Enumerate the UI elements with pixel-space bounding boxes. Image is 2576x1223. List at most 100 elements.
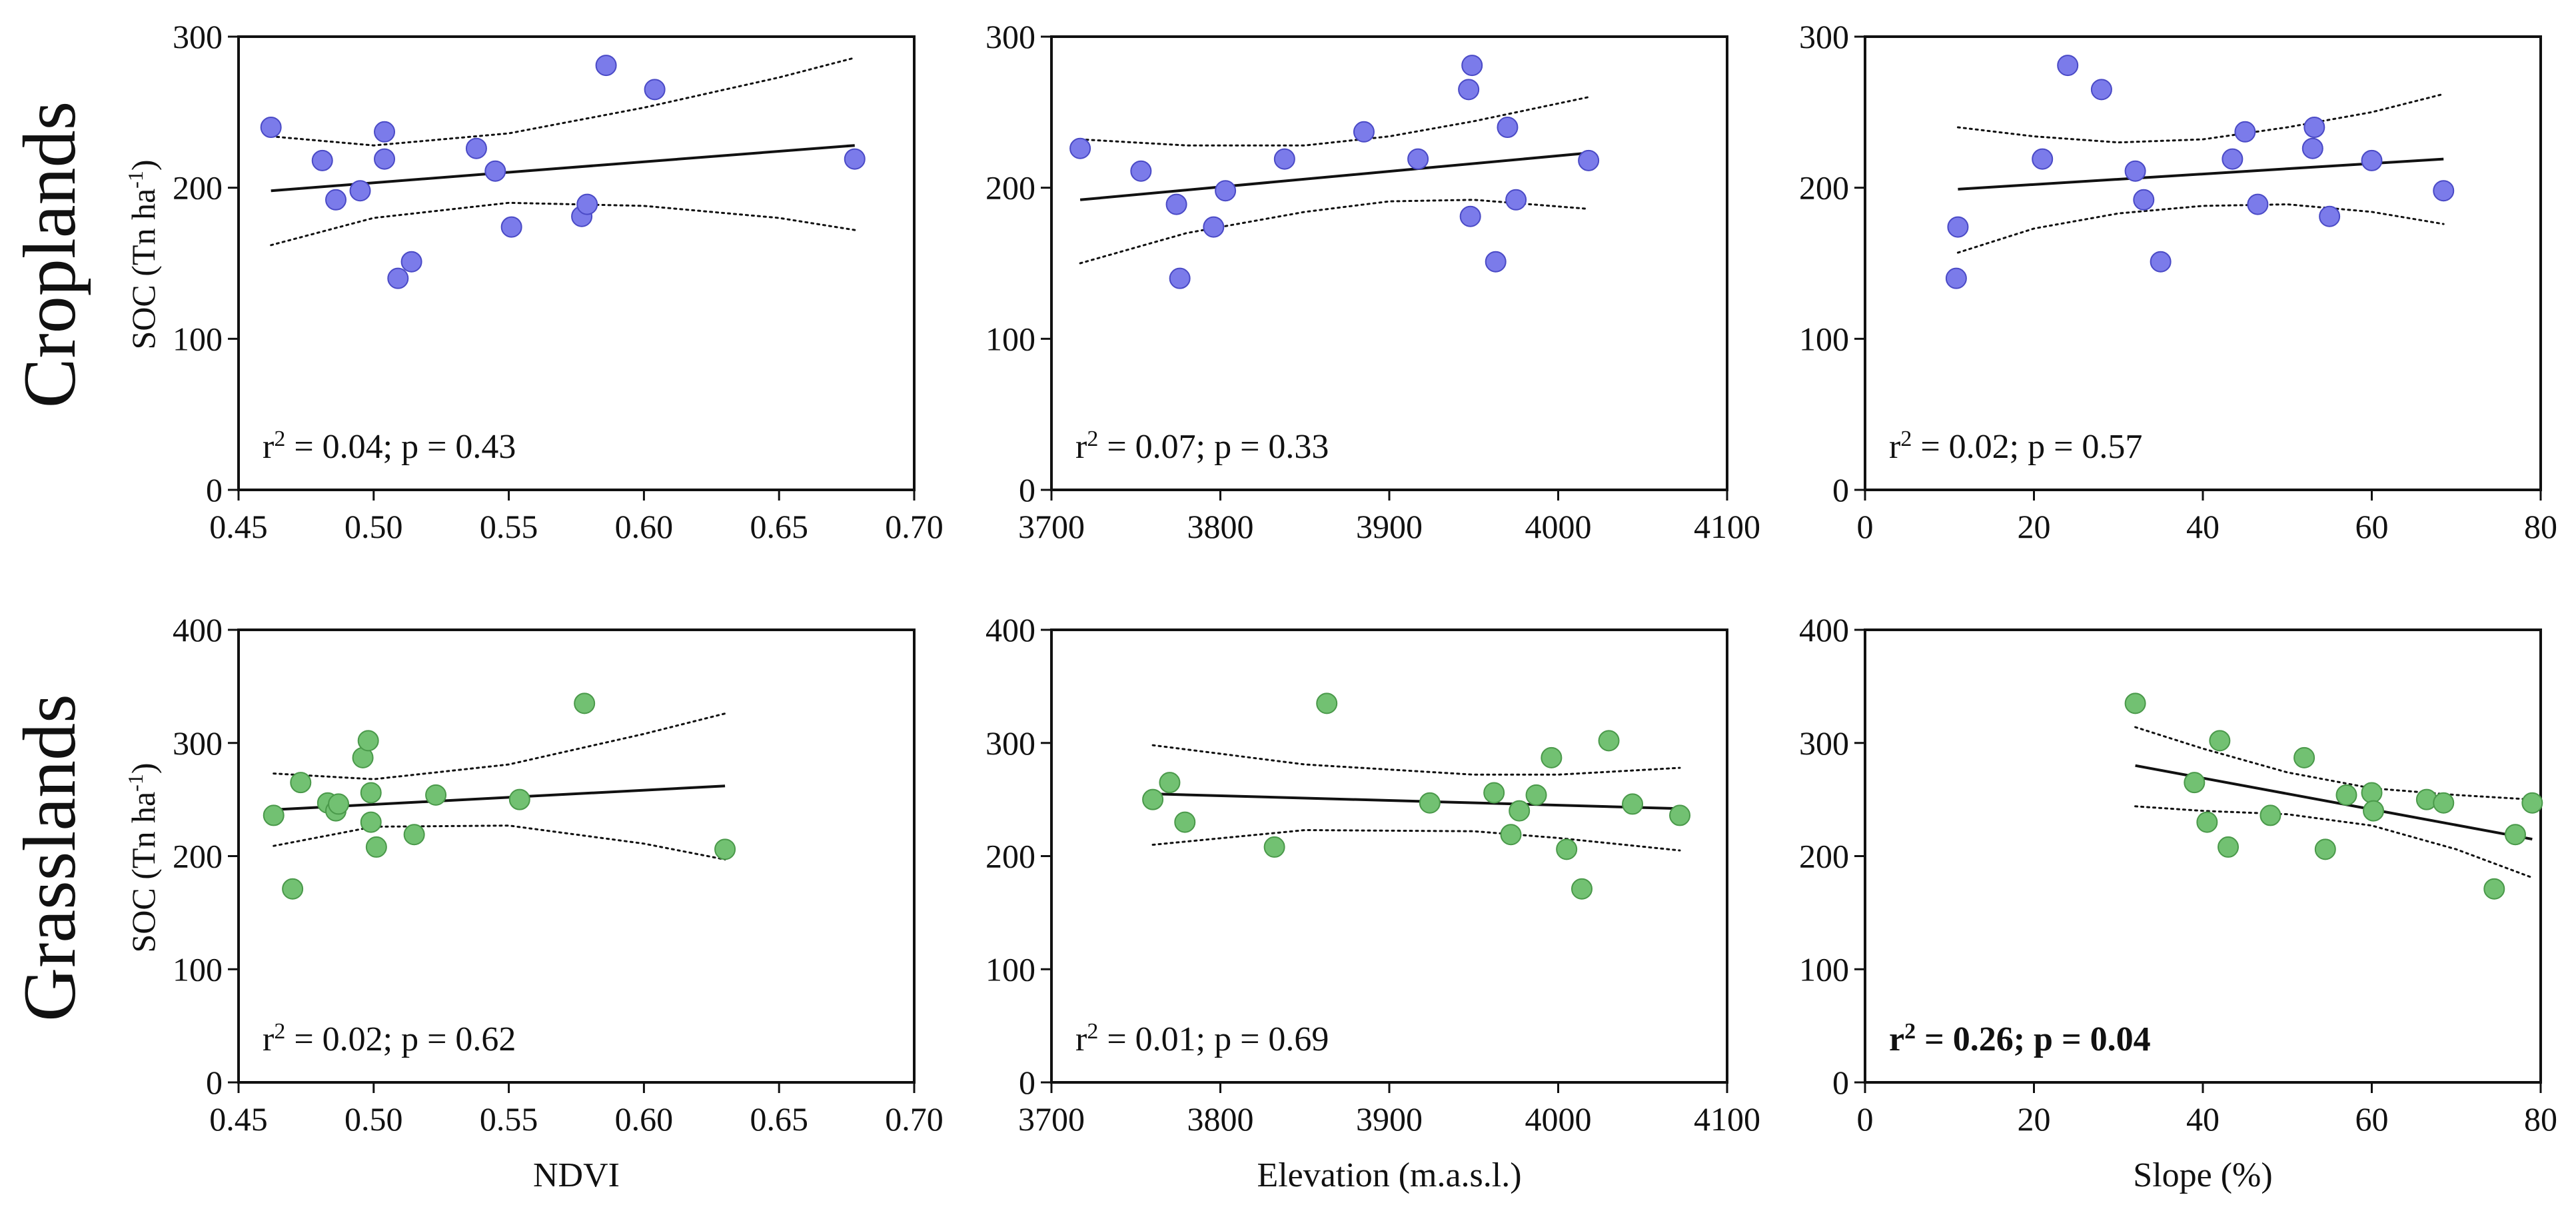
- data-point: [2293, 746, 2315, 768]
- data-point: [1215, 180, 1237, 202]
- y-axis-label-superscript: -1: [123, 774, 147, 792]
- stat-annotation: r2 = 0.07; p = 0.33: [1075, 427, 1329, 467]
- y-tick-label: 0: [206, 471, 223, 509]
- y-tick-label: 200: [985, 169, 1035, 207]
- y-tick-label: 0: [1019, 1064, 1035, 1101]
- data-point: [2247, 193, 2269, 215]
- data-point: [2483, 878, 2505, 900]
- data-point: [374, 148, 396, 170]
- data-point: [2314, 838, 2336, 860]
- panel-grass-ndvi: 0.45 0.50 0.55 0.60 0.65 0.70 0 100 200 300 400 r2 …: [173, 611, 944, 1138]
- panel-crop-ndvi: 0.45 0.50 0.55 0.60 0.65 0.70 0 100 200 300 r2 = 0…: [173, 18, 944, 545]
- data-point: [2057, 55, 2079, 77]
- data-point: [508, 788, 530, 810]
- data-point: [1505, 189, 1527, 211]
- data-point: [2124, 160, 2146, 182]
- data-point: [1458, 79, 1480, 101]
- regression-line: [271, 144, 855, 193]
- y-tick-label: 400: [1799, 611, 1849, 648]
- data-point: [714, 838, 736, 860]
- y-tick-label: 300: [1799, 18, 1849, 55]
- x-tick-label: 0.50: [344, 508, 403, 545]
- data-point: [357, 730, 379, 752]
- data-point: [2184, 772, 2206, 794]
- data-point: [2222, 148, 2244, 170]
- row-title-grasslands: Grasslands: [9, 694, 91, 1021]
- y-axis-label-croplands: SOC (Tn ha-1): [123, 160, 162, 350]
- data-point: [2335, 784, 2357, 806]
- stat-r-exponent: 2: [274, 1019, 285, 1044]
- panel-grass-elev: 3700 3800 3900 4000 4100 0 100 200 300 400 r2 = 0.…: [985, 611, 1760, 1138]
- data-point: [2234, 121, 2256, 143]
- stat-annotation: r2 = 0.02; p = 0.62: [263, 1019, 516, 1059]
- stat-r-exponent: 2: [274, 427, 285, 451]
- stat-annotation: r2 = 0.26; p = 0.04: [1889, 1019, 2151, 1059]
- x-tick-label: 0.65: [750, 1100, 808, 1138]
- data-point: [365, 836, 387, 858]
- data-point: [2133, 189, 2155, 211]
- data-point: [2504, 824, 2526, 846]
- stat-values: = 0.02; p = 0.62: [285, 1020, 516, 1058]
- data-point: [325, 189, 347, 211]
- y-tick-label: 100: [985, 320, 1035, 357]
- plot-frame: [1864, 35, 2542, 491]
- data-point: [1556, 838, 1578, 860]
- data-point: [2301, 137, 2323, 159]
- data-point: [1273, 148, 1295, 170]
- ci-lower-curve: [1151, 828, 1681, 852]
- data-point: [2363, 800, 2385, 822]
- data-point: [400, 251, 422, 273]
- ci-lower-curve: [1079, 199, 1590, 265]
- data-point: [1461, 55, 1483, 77]
- data-point: [1509, 800, 1531, 822]
- x-tick-label: 20: [2018, 1100, 2051, 1138]
- x-tick-label: 0.50: [344, 1100, 403, 1138]
- data-point: [574, 692, 596, 714]
- data-point: [844, 148, 866, 170]
- data-point: [576, 193, 598, 215]
- data-point: [290, 772, 312, 794]
- y-axis-label-superscript: -1: [123, 171, 147, 189]
- data-point: [1203, 216, 1225, 238]
- y-tick-label: 100: [985, 950, 1035, 988]
- ci-lower-curve: [270, 201, 856, 247]
- x-axis-label-ndvi: NDVI: [533, 1156, 620, 1194]
- data-point: [1578, 149, 1600, 171]
- data-point: [1407, 148, 1429, 170]
- data-point: [349, 180, 371, 202]
- x-tick-label: 0.70: [885, 1100, 944, 1138]
- plot-frame: [1864, 628, 2542, 1084]
- data-point: [1525, 784, 1547, 806]
- data-point: [2433, 180, 2455, 202]
- x-tick-label: 0.65: [750, 508, 808, 545]
- stat-values: = 0.02; p = 0.57: [1912, 428, 2142, 466]
- x-tick-label: 60: [2355, 1100, 2389, 1138]
- data-point: [1316, 692, 1338, 714]
- y-tick-label: 100: [173, 950, 223, 988]
- stat-values: = 0.26; p = 0.04: [1916, 1020, 2151, 1058]
- x-tick-label: 4000: [1525, 508, 1592, 545]
- regression-line: [1079, 151, 1589, 201]
- data-point: [2303, 117, 2325, 138]
- data-point: [282, 878, 304, 900]
- x-tick-label: 80: [2524, 508, 2557, 545]
- y-axis-label-grasslands: SOC (Tn ha-1): [123, 763, 162, 953]
- x-tick-label: 0.55: [480, 508, 538, 545]
- x-axis-label-elevation: Elevation (m.a.s.l.): [1257, 1156, 1521, 1194]
- row-title-croplands: Croplands: [9, 101, 91, 408]
- panel-crop-slope: 0 20 40 60 80 0 100 200 300 r2 = 0.02; p = 0.57: [1799, 18, 2557, 545]
- stat-r-label: r: [1075, 428, 1087, 466]
- y-tick-label: 100: [1799, 320, 1849, 357]
- plot-frame: [1050, 35, 1728, 491]
- data-point: [2361, 782, 2383, 804]
- data-point: [360, 811, 382, 833]
- data-point: [311, 149, 333, 171]
- x-tick-label: 0.55: [480, 1100, 538, 1138]
- x-tick-label: 0.45: [209, 1100, 268, 1138]
- x-tick-label: 3800: [1187, 1100, 1254, 1138]
- data-point: [387, 267, 409, 289]
- y-axis-label-text: SOC (Tn ha: [125, 189, 162, 350]
- x-tick-label: 40: [2186, 1100, 2220, 1138]
- stat-annotation: r2 = 0.02; p = 0.57: [1889, 427, 2142, 467]
